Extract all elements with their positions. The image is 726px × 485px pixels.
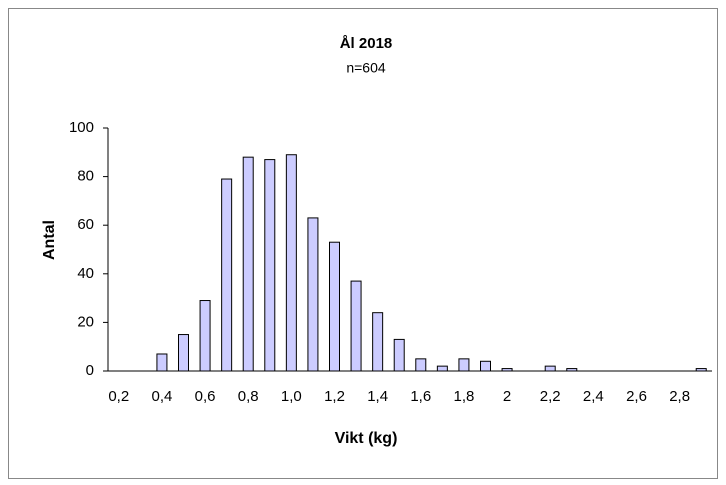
bar [285, 154, 297, 372]
bar [458, 358, 470, 372]
x-axis-label: Vikt (kg) [335, 430, 398, 447]
x-tick-label: 0,6 [195, 388, 216, 405]
bar [372, 312, 384, 372]
bar [480, 360, 491, 372]
x-tick-label: 2 [503, 388, 511, 405]
x-tick-label: 0,8 [238, 388, 259, 405]
bar [264, 159, 276, 372]
bar [242, 156, 254, 372]
bar [350, 280, 362, 372]
bar [566, 368, 578, 372]
x-tick-label: 1,2 [324, 388, 345, 405]
x-tick-label: 1,6 [410, 388, 431, 405]
bar [544, 365, 556, 372]
x-tick-label: 0,4 [151, 388, 172, 405]
chart-subtitle: n=604 [346, 60, 386, 76]
y-tick-label: 0 [86, 362, 94, 379]
x-tick-label: 1,4 [367, 388, 388, 405]
bar [307, 217, 319, 372]
chart-title: Ål 2018 [340, 35, 393, 52]
x-tick-label: 1,0 [281, 388, 302, 405]
chart-frame [8, 8, 718, 479]
y-tick-label: 80 [77, 168, 94, 185]
bar [436, 365, 448, 372]
bar [393, 338, 405, 372]
x-tick-label: 2,8 [669, 388, 690, 405]
x-tick-label: 2,6 [626, 388, 647, 405]
y-axis-label: Antal [41, 220, 58, 260]
x-tick-label: 0,2 [108, 388, 129, 405]
x-tick-label: 2,2 [540, 388, 561, 405]
x-tick-label: 2,4 [583, 388, 604, 405]
y-tick-label: 60 [77, 216, 94, 233]
bar [199, 300, 211, 372]
bar [501, 368, 513, 372]
bar [695, 368, 707, 372]
bar [178, 334, 189, 372]
bar [156, 353, 168, 372]
x-tick-label: 1,8 [453, 388, 474, 405]
bar [221, 178, 233, 372]
bar [415, 358, 427, 372]
y-tick-label: 100 [69, 119, 94, 136]
y-tick-label: 40 [77, 265, 94, 282]
y-tick-label: 20 [77, 313, 94, 330]
bar [329, 241, 340, 372]
